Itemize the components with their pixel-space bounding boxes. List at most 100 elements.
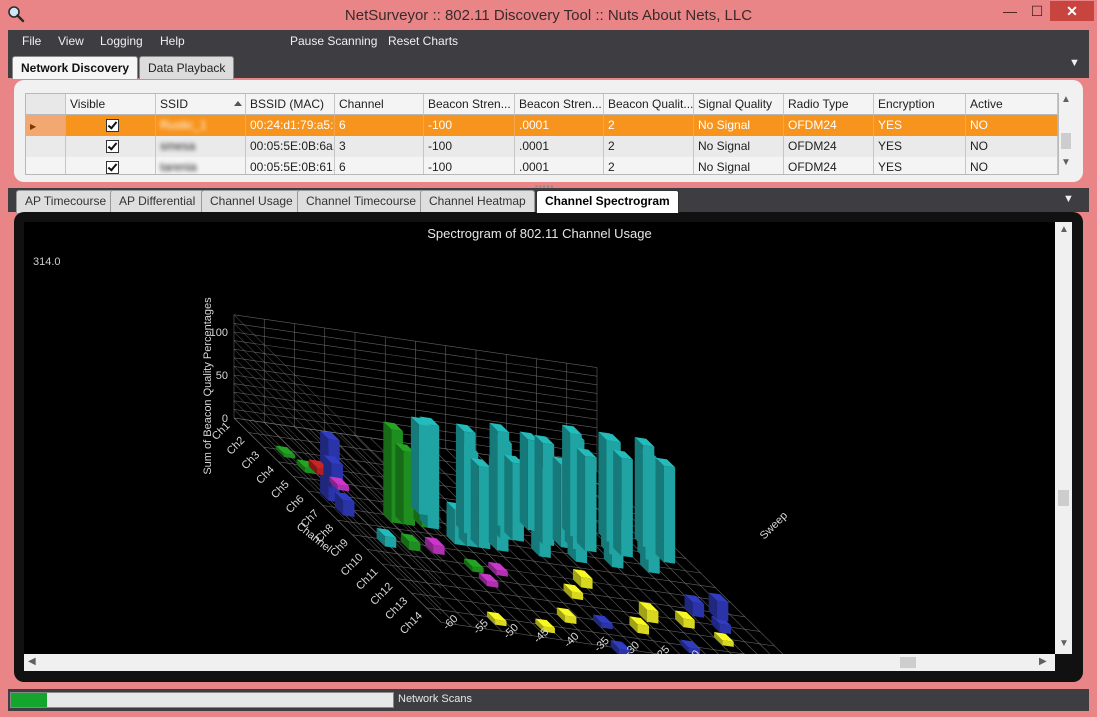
tab-ap-timecourse[interactable]: AP Timecourse <box>16 190 116 213</box>
bar-side-face <box>433 544 445 556</box>
chart-vertical-scrollbar[interactable]: ▲ ▼ <box>1055 222 1072 654</box>
visible-checkbox[interactable] <box>106 119 119 132</box>
close-button[interactable]: ✕ <box>1050 1 1094 21</box>
scroll-down-icon[interactable]: ▼ <box>1059 638 1069 649</box>
tab-channel-timecourse[interactable]: Channel Timecourse <box>297 190 426 213</box>
menu-help[interactable]: Help <box>160 34 185 48</box>
splitter-grip[interactable]: ▪▪▪▪▪ <box>535 182 555 191</box>
channel-tick-label: Ch4 <box>254 464 277 487</box>
channel-tick-label: Ch6 <box>284 493 307 516</box>
chart-panel: Spectrogram of 802.11 Channel Usage 314.… <box>14 212 1083 682</box>
wall-gridline <box>233 409 442 615</box>
collapse-panel-icon[interactable]: ▼ <box>1069 57 1080 69</box>
col-visible[interactable]: Visible <box>66 94 156 115</box>
maximize-button[interactable]: ☐ <box>1030 3 1044 19</box>
radio-type-cell: OFDM24 <box>784 136 874 157</box>
scroll-thumb[interactable] <box>1058 490 1069 506</box>
active-cell: NO <box>966 157 1058 174</box>
scroll-down-icon[interactable]: ▼ <box>1061 157 1071 168</box>
bar-side-face <box>585 455 597 553</box>
collapse-chart-icon[interactable]: ▼ <box>1063 193 1074 205</box>
table-row[interactable]: tarenia 00:05:5E:0B:61... 6 -100 .0001 2… <box>26 157 1058 174</box>
col-beacon-strength-2[interactable]: Beacon Stren... <box>515 94 604 115</box>
bar-top-face <box>714 632 734 642</box>
visible-checkbox[interactable] <box>106 140 119 153</box>
col-signal-quality[interactable]: Signal Quality <box>694 94 784 115</box>
pause-scanning-button[interactable]: Pause Scanning <box>290 34 378 48</box>
tab-data-playback[interactable]: Data Playback <box>139 56 235 79</box>
bar-front-face <box>489 422 498 526</box>
ssid-value: smesa <box>160 139 196 153</box>
col-channel[interactable]: Channel <box>335 94 424 115</box>
bssid-cell: 00:24:d1:79:a5:... <box>246 115 335 136</box>
menu-view[interactable]: View <box>58 34 84 48</box>
bar-top-face <box>519 431 540 442</box>
active-cell: NO <box>966 136 1058 157</box>
visible-checkbox[interactable] <box>106 161 119 174</box>
scroll-left-icon[interactable]: ◀ <box>28 656 36 667</box>
col-radio-type[interactable]: Radio Type <box>784 94 874 115</box>
bar-front-face <box>488 561 497 576</box>
minimize-button[interactable]: — <box>1003 3 1017 19</box>
bar-side-face <box>543 626 555 634</box>
col-beacon-quality[interactable]: Beacon Qualit... <box>604 94 694 115</box>
visible-cell[interactable] <box>66 115 156 136</box>
bar-front-face <box>708 592 717 620</box>
scroll-right-icon[interactable]: ▶ <box>1039 656 1047 667</box>
chart-bars <box>275 416 734 654</box>
table-row[interactable]: ▶ Rustic_1 00:24:d1:79:a5:... 6 -100 .00… <box>26 115 1058 136</box>
reset-charts-button[interactable]: Reset Charts <box>388 34 459 48</box>
bar-front-face <box>629 616 638 633</box>
row-selector[interactable] <box>26 157 66 174</box>
bar-top-face <box>638 601 659 612</box>
scroll-up-icon[interactable]: ▲ <box>1061 94 1071 105</box>
encryption-cell: YES <box>874 115 966 136</box>
bar-front-face <box>446 501 455 545</box>
row-selector[interactable]: ▶ <box>26 115 66 136</box>
bar-front-face <box>464 558 473 572</box>
bar-front-face <box>308 459 317 475</box>
col-bssid[interactable]: BSSID (MAC) <box>246 94 335 115</box>
bssid-cell: 00:05:5E:0B:61... <box>246 157 335 174</box>
col-encryption[interactable]: Encryption <box>874 94 966 115</box>
scroll-thumb[interactable] <box>1061 133 1071 149</box>
visible-cell[interactable] <box>66 136 156 157</box>
bar-side-face <box>486 580 499 588</box>
tab-channel-spectrogram[interactable]: Channel Spectrogram <box>536 190 679 213</box>
menu-logging[interactable]: Logging <box>100 34 143 48</box>
bar-front-face <box>410 416 419 514</box>
scroll-up-icon[interactable]: ▲ <box>1059 224 1069 235</box>
bar-front-face <box>478 572 487 587</box>
bar-top-face <box>684 594 705 604</box>
tab-channel-usage[interactable]: Channel Usage <box>201 190 302 213</box>
floor-gridline <box>309 428 518 634</box>
table-header-row: Visible SSID BSSID (MAC) Channel Beacon … <box>26 94 1058 115</box>
menu-file[interactable]: File <box>22 34 42 48</box>
chart-horizontal-scrollbar[interactable]: ◀ ▶ <box>24 654 1055 671</box>
tab-network-discovery[interactable]: Network Discovery <box>12 56 139 79</box>
tab-ap-differential[interactable]: AP Differential <box>110 190 205 213</box>
encryption-cell: YES <box>874 136 966 157</box>
channel-tick-label: Ch12 <box>368 581 395 608</box>
chart-canvas[interactable]: Spectrogram of 802.11 Channel Usage 314.… <box>24 222 1055 654</box>
signal-quality-cell: No Signal <box>694 115 784 136</box>
visible-cell[interactable] <box>66 157 156 174</box>
bar-side-face <box>683 618 695 629</box>
tab-channel-heatmap[interactable]: Channel Heatmap <box>420 190 535 213</box>
bar-top-face <box>455 423 476 434</box>
row-header-corner <box>26 94 66 115</box>
row-selector[interactable] <box>26 136 66 157</box>
floor-gridline <box>415 444 623 650</box>
col-ssid[interactable]: SSID <box>156 94 246 115</box>
col-active[interactable]: Active <box>966 94 1058 115</box>
bar-front-face <box>576 447 586 551</box>
table-vertical-scrollbar[interactable]: ▲ ▼ <box>1059 93 1073 173</box>
bar-side-face <box>688 647 701 654</box>
bar-top-face <box>613 449 633 460</box>
bar-side-face <box>472 566 484 574</box>
bar-top-face <box>489 422 510 433</box>
col-beacon-strength[interactable]: Beacon Stren... <box>424 94 515 115</box>
sweep-tick-label: -25 <box>653 644 673 654</box>
scroll-thumb[interactable] <box>900 657 916 668</box>
table-row[interactable]: smesa 00:05:5E:0B:6a... 3 -100 .0001 2 N… <box>26 136 1058 157</box>
